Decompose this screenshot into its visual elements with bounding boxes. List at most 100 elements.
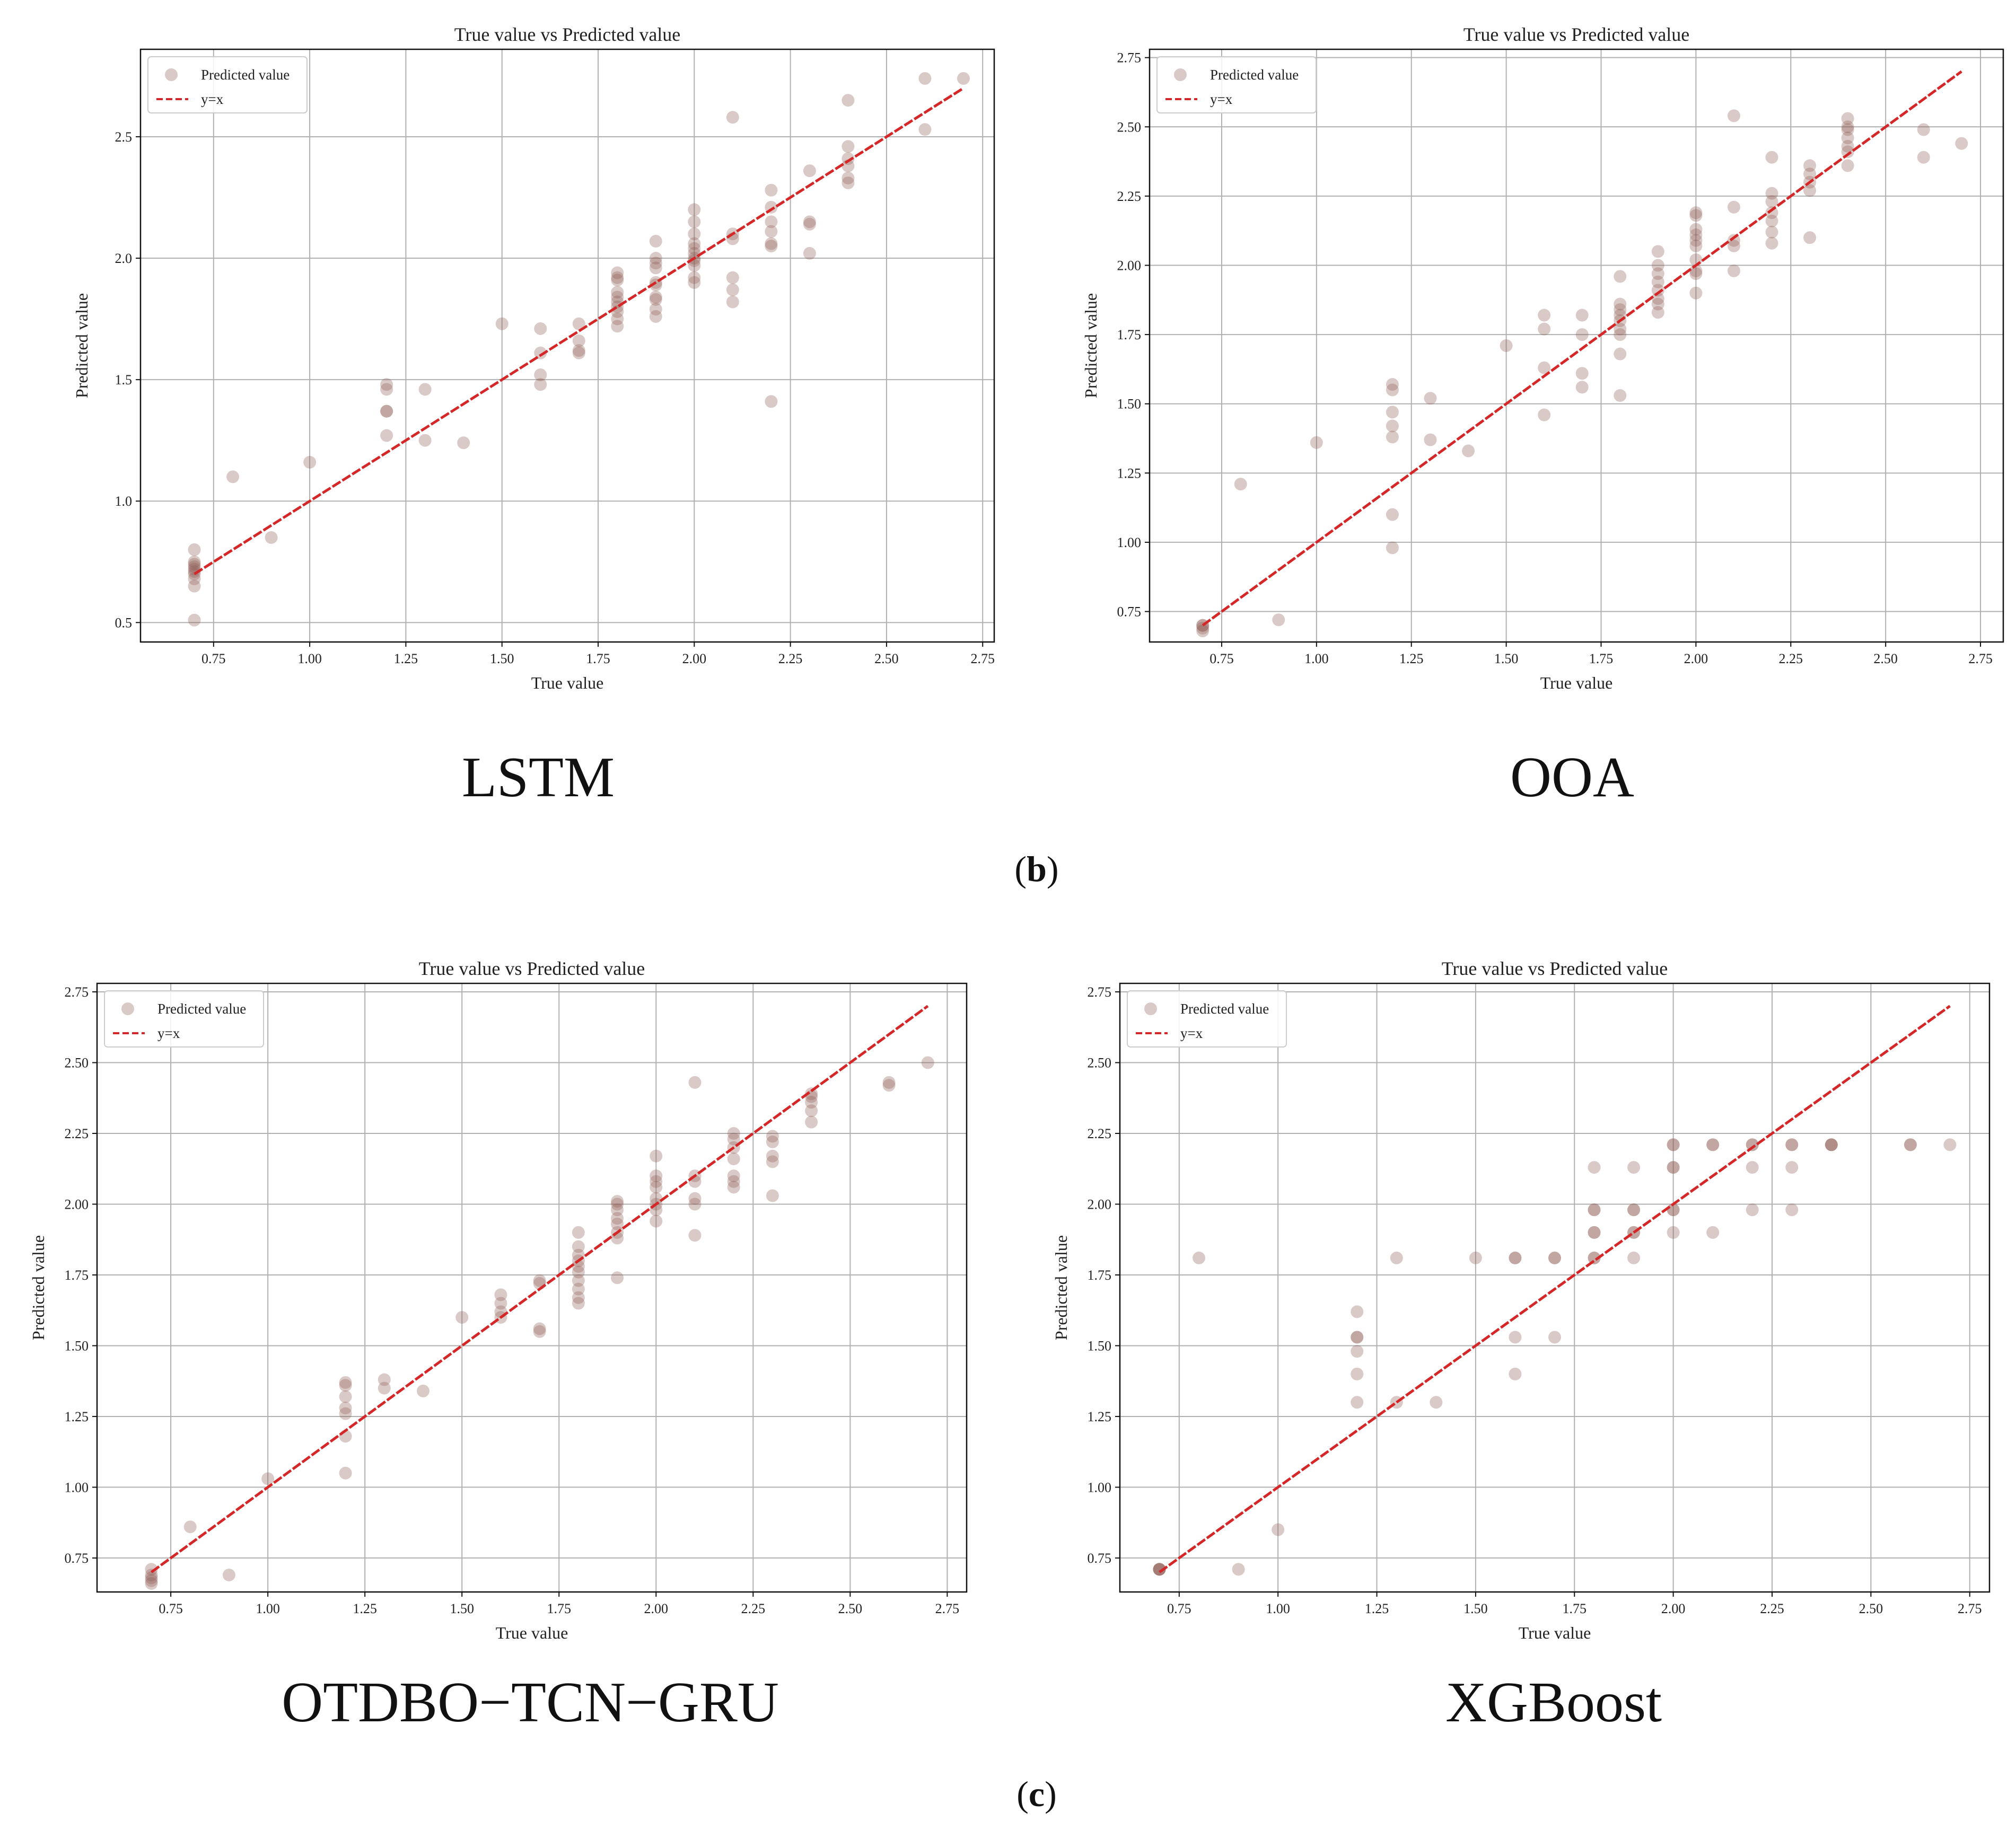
data-point [726,271,739,284]
y-tick-label: 2.0 [115,251,133,266]
data-point [918,123,932,136]
x-tick-label: 2.25 [741,1601,766,1616]
data-point [1943,1138,1957,1151]
data-point [649,303,662,316]
data-point [1614,328,1627,341]
data-point [380,383,393,396]
data-point [918,72,932,85]
x-tick-label: 0.75 [1167,1601,1191,1616]
data-point [803,217,816,231]
y-tick-label: 2.25 [1088,1126,1112,1141]
panel-label-c: (c) [1016,1774,1057,1814]
data-point [765,183,778,197]
data-point [611,271,624,284]
y-axis-label: Predicted value [29,1235,48,1340]
x-tick-label: 2.00 [1684,651,1708,666]
data-point [649,234,662,248]
x-tick-label: 2.50 [1859,1601,1883,1616]
y-axis-label: Predicted value [72,293,91,398]
data-point [1651,297,1664,311]
data-point [1538,361,1551,374]
legend-label-yx: y=x [1210,91,1233,107]
data-point [145,1571,158,1585]
x-tick-label: 1.50 [1463,1601,1488,1616]
x-tick-label: 1.25 [353,1601,377,1616]
x-tick-label: 1.50 [450,1601,474,1616]
data-point [688,203,701,216]
data-point [1651,292,1664,305]
chart-title: True value vs Predicted value [454,24,681,45]
data-point [1196,621,1209,635]
data-point [1627,1251,1641,1264]
data-point [494,1288,507,1301]
data-point [727,1169,740,1183]
data-point [1627,1203,1641,1217]
data-point [339,1466,352,1480]
x-tick-label: 2.00 [682,651,707,666]
data-point [495,317,509,330]
chart-title: True value vs Predicted value [419,958,645,979]
data-point [572,346,585,359]
data-point [688,276,701,289]
data-point [222,1568,235,1581]
data-point [1746,1138,1759,1151]
x-tick-label: 1.75 [547,1601,572,1616]
data-point [1193,1251,1206,1264]
data-point [1509,1251,1522,1264]
data-point [1706,1138,1720,1151]
y-axis-label: Predicted value [1051,1235,1071,1340]
chart-otdbo-tcn-gru: 0.75 1.00 1.25 1.50 1.75 2.00 2.25 2.50 2.75 0.75… [29,958,968,1642]
legend-label-yx: y=x [1180,1025,1203,1041]
data-point [145,1577,158,1590]
data-point [1955,137,1968,150]
data-point [145,1574,158,1587]
data-point [1424,392,1437,405]
x-tick-label: 2.25 [778,651,803,666]
data-point [380,404,393,418]
data-point [1689,209,1703,222]
data-point [1689,228,1703,242]
panel-letter-c: c [1028,1774,1045,1814]
data-point [688,242,701,255]
data-point [1588,1251,1601,1264]
data-point [1386,430,1399,444]
data-point [572,1291,585,1304]
legend-marker-points [165,68,178,81]
data-point [1765,187,1778,200]
chart-title: True value vs Predicted value [1442,958,1668,979]
data-point [380,429,393,442]
y-tick-label: 0.75 [1088,1551,1112,1566]
data-point [611,1271,624,1284]
data-point [1588,1251,1601,1264]
data-point [882,1076,896,1089]
data-point [572,344,585,357]
y-tick-label: 2.25 [1117,189,1142,204]
data-point [1462,444,1475,457]
y-tick-label: 2.00 [1088,1196,1112,1212]
data-point [339,1401,352,1414]
y-tick-label: 0.75 [65,1551,89,1566]
data-point [803,164,816,178]
data-point [1386,541,1399,555]
data-point [455,1311,469,1324]
data-point [1351,1331,1364,1344]
data-point [726,111,739,124]
data-point [1667,1138,1680,1151]
data-point [1841,131,1854,145]
x-tick-label: 1.00 [256,1601,280,1616]
data-point [1614,297,1627,311]
data-point [727,1132,740,1146]
data-point [1727,234,1740,247]
data-point [1588,1226,1601,1239]
x-tick-label: 1.50 [1494,651,1519,666]
data-point [1575,328,1589,341]
data-point [145,1568,158,1581]
data-point [533,1274,546,1287]
data-point [1351,1367,1364,1380]
x-tick-label: 1.75 [1589,651,1614,666]
data-point [1575,309,1589,322]
data-point [766,1155,779,1168]
data-point [1588,1226,1601,1239]
data-point [1651,275,1664,288]
data-point [1746,1138,1759,1151]
